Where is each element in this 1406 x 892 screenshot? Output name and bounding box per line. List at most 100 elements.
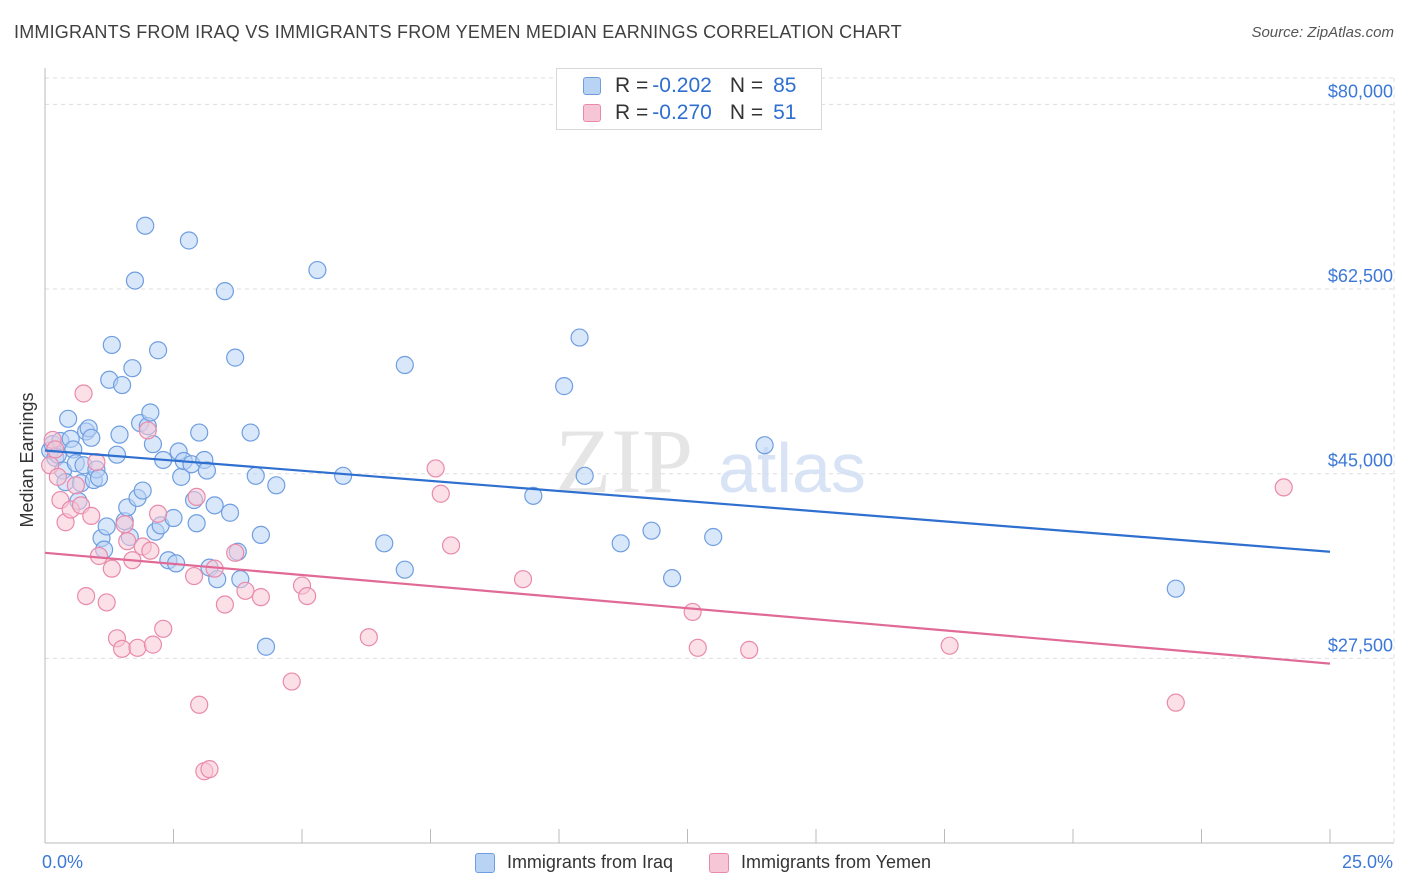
yemen-point [298,586,317,606]
iraq-point [102,335,121,355]
iraq-point [241,423,260,442]
yemen-point [66,476,85,495]
yemen-point [441,536,461,555]
iraq-point [662,569,682,588]
iraq-point [133,481,152,500]
y-tick-label: $80,000 [1328,81,1393,101]
iraq-point [375,534,394,553]
legend-r-label: R = [615,74,649,97]
axis-labels: $27,500 $45,000 $62,500 $80,000 0.0% 25.0% Med… [17,81,1393,872]
yemen-point [115,515,134,534]
iraq-point [82,428,101,447]
iraq-point [611,534,630,553]
iraq-point [179,231,199,250]
yemen-point [282,672,301,691]
iraq-point [267,476,286,495]
yemen-point [1166,693,1185,712]
iraq-point [570,328,589,347]
yemen-trend-line [44,551,1331,665]
watermark: ZIP atlas [555,410,866,512]
y-tick-label: $27,500 [1328,635,1393,655]
legend-r-value: -0.270 [652,101,712,124]
iraq-point [97,517,116,536]
iraq-point [197,461,217,480]
legend-label-yemen: Immigrants from Yemen [740,852,932,872]
iraq-point [308,260,327,280]
iraq-point [164,508,183,528]
yemen-point [359,628,378,647]
iraq-point [1166,579,1185,598]
iraq-point [110,425,129,444]
legend-n-label: N = [729,74,764,97]
iraq-point [395,560,414,579]
iraq-point [642,521,661,540]
yemen-point [148,504,168,523]
iraq-point [226,348,245,367]
series-legend: Immigrants from Iraq Immigrants from Yem… [0,852,1406,873]
yemen-point [431,484,450,503]
legend-r-label: R = [615,101,649,124]
yemen-point [215,595,234,614]
yemen-point [46,440,65,459]
iraq-point [575,466,594,485]
legend-item-yemen[interactable]: Immigrants from Yemen [708,852,932,873]
source-credit: Source: ZipAtlas.com [1251,24,1394,41]
yemen-point [200,760,219,779]
iraq-point [205,496,224,515]
legend-item-iraq[interactable]: Immigrants from Iraq [474,852,673,873]
yemen-point [77,586,96,606]
legend-swatch-iraq [583,77,601,95]
yemen-point [102,559,121,578]
yemen-point [688,638,707,657]
yemen-point [87,452,106,472]
iraq-point [123,359,142,378]
iraq-point [125,271,145,290]
yemen-point [1274,478,1293,497]
iraq-point [215,282,234,301]
y-tick-label: $45,000 [1328,451,1393,471]
yemen-point [143,635,163,654]
yemen-point [48,467,67,486]
trend-lines [44,449,1331,665]
y-axis-title: Median Earnings [17,392,37,527]
yemen-point [118,532,137,551]
yemen-point [251,588,270,607]
iraq-point [256,637,276,656]
yemen-point [940,636,959,655]
yemen-point [97,593,116,612]
correlation-legend: R = -0.202 N = 85 R = -0.270 N = 51 [556,68,822,130]
y-tick-label: $62,500 [1328,266,1393,286]
series-yemen-points [41,384,1293,781]
legend-label-iraq: Immigrants from Iraq [506,852,673,872]
yemen-point [683,602,702,622]
iraq-point [755,436,774,455]
yemen-point [740,640,759,660]
watermark-zip: ZIP [555,410,693,512]
legend-swatch-iraq [474,852,495,873]
yemen-point [190,695,209,714]
x-tick-label: 0.0% [42,852,83,872]
yemen-point [513,570,533,589]
iraq-point [190,423,209,442]
iraq-point [395,355,414,375]
iraq-trend-line [44,449,1331,553]
yemen-point [226,543,245,562]
yemen-point [82,506,101,525]
legend-row-yemen: R = -0.270 N = 51 [583,100,796,126]
legend-n-label: N = [729,101,764,124]
iraq-point [89,468,109,488]
legend-row-iraq: R = -0.202 N = 85 [583,73,796,99]
iraq-point [141,403,160,422]
legend-n-value: 85 [773,74,797,97]
iraq-point [112,375,132,395]
iraq-point [334,466,353,485]
legend-swatch-yemen [583,104,601,122]
iraq-point [136,216,155,235]
x-tick-label: 25.0% [1342,852,1393,872]
iraq-point [704,527,723,547]
yemen-point [138,421,157,440]
yemen-point [112,639,132,658]
yemen-point [74,384,93,403]
yemen-point [236,581,255,600]
